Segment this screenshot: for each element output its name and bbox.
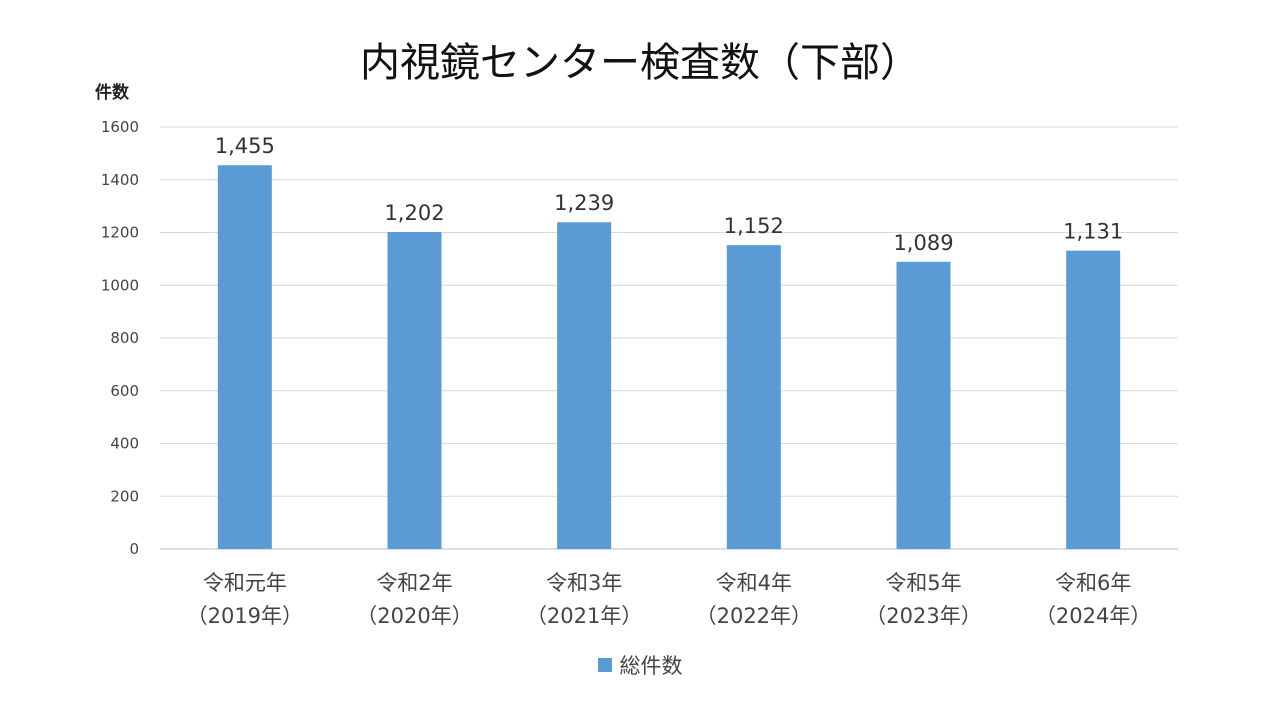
legend-label: 総件数 — [619, 654, 683, 678]
x-category-label: 令和3年 — [546, 571, 622, 595]
chart-title: 内視鏡センター検査数（下部） — [360, 40, 920, 86]
x-category-label: 令和4年 — [716, 571, 792, 595]
x-axis-labels: 令和元年 （2019年） 令和2年 （2020年） 令和3年 （2021年） 令和4年 （20… — [187, 571, 1152, 628]
legend: 総件数 — [0, 650, 1280, 680]
y-tick-label: 1600 — [101, 118, 139, 136]
gridlines — [160, 126, 1178, 550]
x-category-label: （2023年） — [865, 604, 981, 628]
bar — [387, 231, 442, 549]
bar — [896, 261, 951, 549]
y-tick-label: 800 — [110, 329, 139, 347]
bar — [1066, 250, 1121, 550]
y-tick-label: 1000 — [101, 276, 139, 294]
x-category-label: 令和6年 — [1055, 571, 1131, 595]
data-label: 1,202 — [384, 201, 444, 225]
x-category-label: （2021年） — [526, 604, 642, 628]
data-label: 1,239 — [554, 191, 614, 215]
y-axis-ticks: 0 200 400 600 800 1000 1200 1400 1600 — [101, 118, 139, 558]
y-tick-label: 1400 — [101, 171, 139, 189]
data-labels: 1,455 1,202 1,239 1,152 1,089 1,131 — [215, 134, 1123, 255]
y-tick-label: 200 — [110, 487, 139, 505]
data-label: 1,152 — [724, 214, 784, 238]
x-category-label: 令和元年 — [203, 571, 287, 595]
x-category-label: （2019年） — [187, 604, 303, 628]
x-category-label: 令和2年 — [376, 571, 452, 595]
y-tick-label: 1200 — [101, 224, 139, 242]
data-label: 1,455 — [215, 134, 275, 158]
y-tick-label: 600 — [110, 382, 139, 400]
legend-swatch — [597, 658, 612, 672]
y-tick-label: 400 — [110, 435, 139, 453]
y-tick-label: 0 — [129, 540, 139, 558]
bar — [217, 165, 272, 549]
x-category-label: （2022年） — [696, 604, 812, 628]
bar — [726, 245, 781, 549]
x-category-label: （2020年） — [356, 604, 472, 628]
x-category-label: （2024年） — [1035, 604, 1151, 628]
bar — [557, 222, 612, 549]
data-label: 1,089 — [893, 231, 953, 255]
x-category-label: 令和5年 — [885, 571, 961, 595]
y-axis-unit-label: 件数 — [95, 83, 129, 103]
data-label: 1,131 — [1063, 220, 1123, 244]
bar-series — [217, 165, 1121, 550]
